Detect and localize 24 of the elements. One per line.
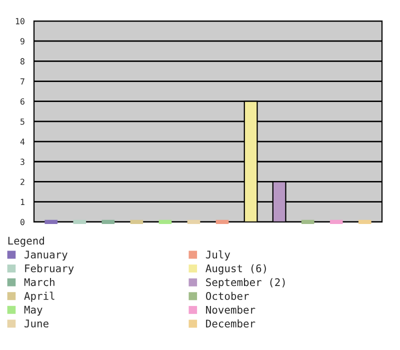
legend-label: February (25, 264, 74, 274)
y-tick-label: 2 (20, 178, 24, 185)
legend-title: Legend (8, 236, 44, 247)
legend-label: July (206, 250, 230, 261)
legend-label: October (206, 292, 249, 300)
y-tick-label: 3 (20, 158, 24, 165)
y-tick-label: 8 (20, 58, 24, 64)
y-tick-label: 4 (20, 138, 25, 145)
y-tick-label: 7 (20, 78, 24, 84)
y-tick-label: 1 (20, 198, 24, 205)
y-tick-label: 10 (16, 18, 24, 24)
y-tick-label: 5 (20, 118, 24, 125)
legend-label: January (24, 250, 68, 261)
y-tick-label: 0 (20, 218, 24, 226)
legend-label: August (6) (206, 264, 266, 274)
y-tick-label: 9 (20, 38, 24, 44)
legend-label: November (206, 306, 256, 314)
legend-label: May (24, 306, 42, 316)
y-tick-label: 6 (20, 98, 24, 105)
legend-label: June (24, 320, 48, 328)
legend-label: December (206, 319, 256, 328)
legend-label: March (24, 278, 54, 286)
legend-label: September (2) (206, 278, 285, 288)
legend-label: April (24, 292, 54, 302)
